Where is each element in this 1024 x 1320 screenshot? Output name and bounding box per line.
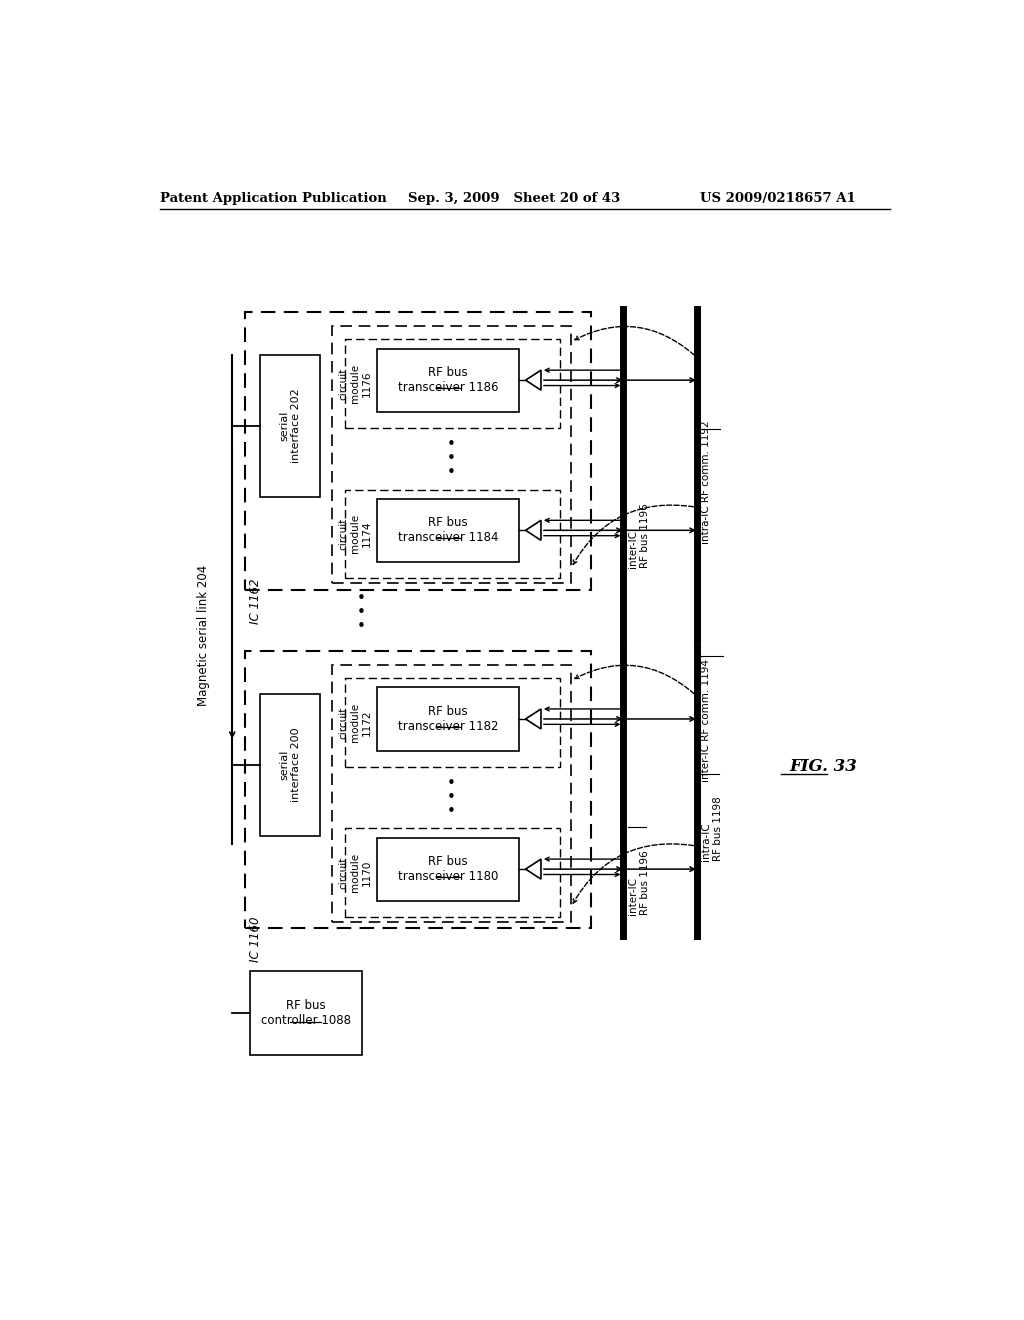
Bar xyxy=(377,348,519,412)
Text: serial
interface 202: serial interface 202 xyxy=(280,388,301,463)
Bar xyxy=(245,651,591,928)
Bar xyxy=(345,829,560,917)
Text: inter-IC
RF bus 1196: inter-IC RF bus 1196 xyxy=(628,850,649,915)
Text: intra-IC
RF bus 1198: intra-IC RF bus 1198 xyxy=(701,796,723,861)
Text: circuit
module
1174: circuit module 1174 xyxy=(339,515,372,553)
Text: RF bus
transceiver 1182: RF bus transceiver 1182 xyxy=(398,705,499,733)
Bar xyxy=(377,688,519,751)
Bar xyxy=(333,326,571,583)
Text: RF bus
controller 1088: RF bus controller 1088 xyxy=(261,999,351,1027)
Bar xyxy=(345,339,560,428)
Text: •
•
•: • • • xyxy=(447,776,456,818)
Bar xyxy=(377,838,519,900)
Text: circuit
module
1170: circuit module 1170 xyxy=(339,853,372,892)
Text: RF bus
transceiver 1184: RF bus transceiver 1184 xyxy=(398,516,499,544)
Bar xyxy=(333,665,571,923)
Bar xyxy=(345,490,560,578)
Bar xyxy=(260,355,319,498)
Text: RF bus
transceiver 1186: RF bus transceiver 1186 xyxy=(398,366,499,395)
Text: circuit
module
1172: circuit module 1172 xyxy=(339,702,372,742)
Bar xyxy=(345,678,560,767)
Text: •
•
•: • • • xyxy=(357,591,366,634)
Text: intra-IC RF comm. 1192: intra-IC RF comm. 1192 xyxy=(701,420,711,544)
Text: circuit
module
1176: circuit module 1176 xyxy=(339,364,372,403)
Text: Sep. 3, 2009   Sheet 20 of 43: Sep. 3, 2009 Sheet 20 of 43 xyxy=(408,191,620,205)
Bar xyxy=(260,693,319,836)
Bar xyxy=(377,499,519,562)
Text: Patent Application Publication: Patent Application Publication xyxy=(160,191,387,205)
Bar xyxy=(250,970,361,1056)
Bar xyxy=(245,313,591,590)
Text: Magnetic serial link 204: Magnetic serial link 204 xyxy=(198,565,210,706)
Text: inter-IC
RF bus 1196: inter-IC RF bus 1196 xyxy=(628,503,649,568)
Text: US 2009/0218657 A1: US 2009/0218657 A1 xyxy=(700,191,856,205)
Text: FIG. 33: FIG. 33 xyxy=(788,758,857,775)
Text: inter-IC RF comm. 1194: inter-IC RF comm. 1194 xyxy=(701,659,711,781)
Text: IC 1162: IC 1162 xyxy=(249,578,262,623)
Text: •
•
•: • • • xyxy=(447,437,456,480)
Text: IC 1160: IC 1160 xyxy=(249,917,262,962)
Text: RF bus
transceiver 1180: RF bus transceiver 1180 xyxy=(398,855,499,883)
Text: serial
interface 200: serial interface 200 xyxy=(280,727,301,803)
